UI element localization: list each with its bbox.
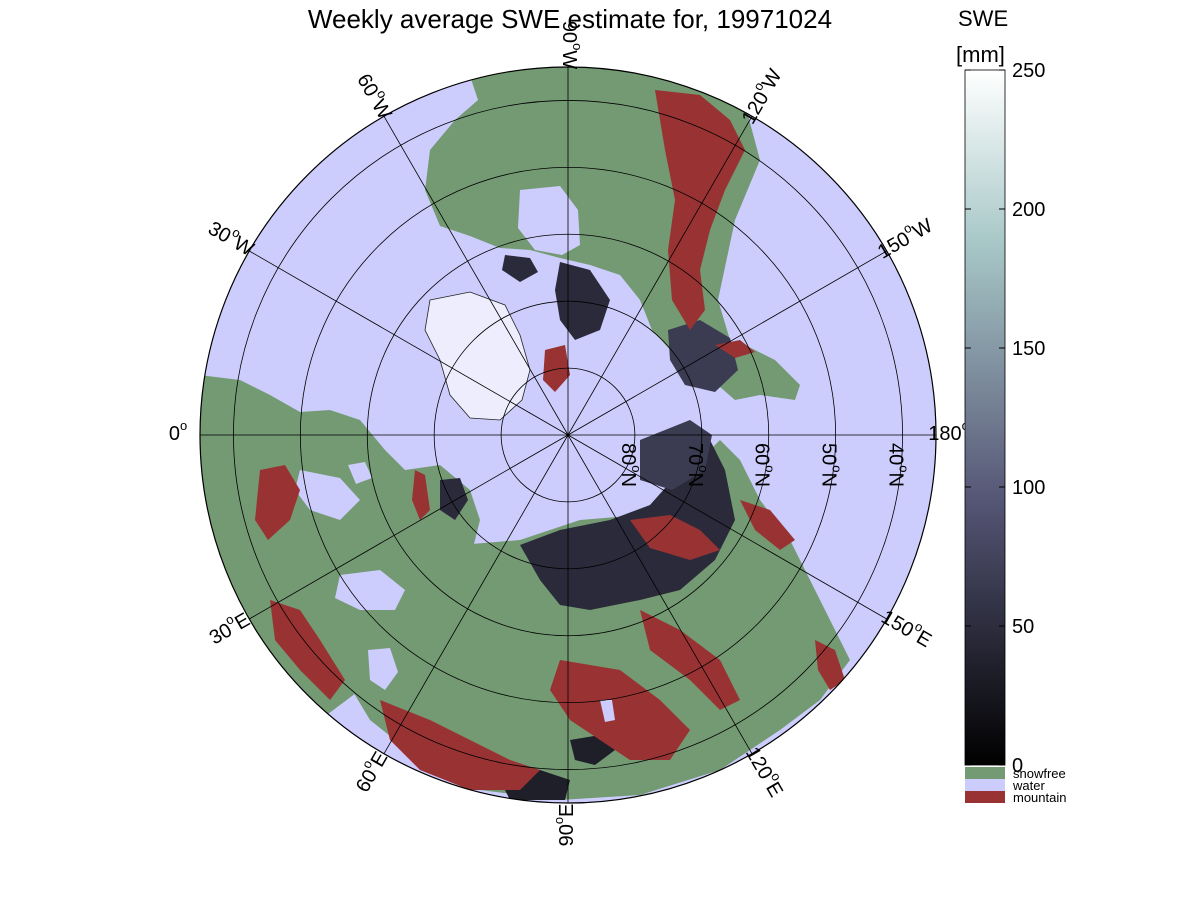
meridian-line bbox=[567, 434, 887, 620]
mountain-rockies bbox=[655, 90, 745, 330]
colorbar: SWE [mm] 0 50 100 150 200 250 snowfreewatermo… bbox=[956, 6, 1066, 805]
colorbar-tick-label: 150 bbox=[1012, 338, 1045, 360]
latitude-labels: 80oN 70oN 60oN 50oN 40oN bbox=[617, 443, 911, 487]
longitude-label: 150oE bbox=[877, 602, 937, 652]
snow-canada-archipelago bbox=[502, 255, 538, 282]
colorbar-tick-label: 100 bbox=[1012, 477, 1045, 499]
legend-label-snowfree: snowfree bbox=[1013, 766, 1066, 781]
meridian-line bbox=[249, 250, 569, 436]
longitude-label: 150oW bbox=[872, 211, 937, 264]
colorbar-tick-label: 250 bbox=[1012, 60, 1045, 82]
latitude-label: 60oN bbox=[750, 443, 777, 487]
mountain-greenland-east bbox=[543, 345, 570, 392]
lake-baikal bbox=[600, 700, 615, 722]
longitude-label: 120oW bbox=[734, 63, 787, 128]
mountain-urals bbox=[412, 470, 430, 520]
colorbar-tick-label: 0 bbox=[1012, 755, 1023, 777]
graticule bbox=[200, 67, 936, 803]
longitude-label: 90oW bbox=[558, 21, 585, 69]
legend-swatch-snowfree bbox=[965, 767, 1005, 779]
colorbar-title-line1: SWE bbox=[958, 6, 1008, 31]
sea-caspian bbox=[368, 648, 398, 690]
colorbar-tick-label: 200 bbox=[1012, 199, 1045, 221]
colorbar-tick-label: 50 bbox=[1012, 616, 1034, 638]
longitude-label: 90oE bbox=[551, 804, 578, 847]
meridian-line bbox=[383, 434, 569, 754]
mountain-east-siberia bbox=[630, 515, 720, 560]
legend-swatch-water bbox=[965, 779, 1005, 791]
mountain-kamchatka bbox=[740, 500, 795, 550]
sea-baltic bbox=[295, 470, 360, 520]
longitude-label: 120oE bbox=[741, 741, 791, 801]
meridian-line bbox=[567, 250, 887, 436]
snow-cover bbox=[440, 255, 738, 800]
latitude-label: 70oN bbox=[684, 443, 711, 487]
mountain-scandinavia bbox=[255, 465, 300, 540]
map-title: Weekly average SWE estimate for, 1997102… bbox=[307, 4, 833, 34]
mountain-alps bbox=[270, 600, 345, 700]
mountain-manchuria bbox=[640, 610, 740, 710]
legend-label-mountain: mountain bbox=[1013, 790, 1066, 805]
latitude-label: 80oN bbox=[617, 443, 644, 487]
colorbar-gradient bbox=[964, 69, 1006, 766]
colorbar-title-line2: [mm] bbox=[956, 42, 1005, 67]
legend-label-water: water bbox=[1012, 778, 1045, 793]
snow-yamal bbox=[440, 478, 468, 520]
lake-ladoga bbox=[348, 462, 372, 484]
latitude-label: 50oN bbox=[817, 443, 844, 487]
latitude-label: 40oN bbox=[884, 443, 911, 487]
mountain-caucasus-iran bbox=[380, 700, 540, 790]
snow-alaska bbox=[668, 320, 738, 392]
colorbar-ticks: 0 50 100 150 200 250 bbox=[965, 60, 1045, 777]
mountain-central-asia bbox=[550, 660, 690, 760]
snow-canada-arctic bbox=[555, 262, 610, 340]
map-boundary bbox=[199, 66, 937, 804]
meridian-line bbox=[567, 434, 753, 754]
meridian-line bbox=[249, 434, 569, 620]
meridian-line bbox=[567, 116, 753, 436]
legend-swatch-mountain bbox=[965, 791, 1005, 803]
longitude-label: 0o bbox=[169, 418, 187, 445]
snow-east-siberia bbox=[640, 420, 712, 490]
landmass-europe bbox=[200, 375, 480, 720]
hudson-bay bbox=[518, 186, 580, 255]
meridian-line bbox=[383, 116, 569, 436]
sea-black bbox=[335, 570, 405, 610]
